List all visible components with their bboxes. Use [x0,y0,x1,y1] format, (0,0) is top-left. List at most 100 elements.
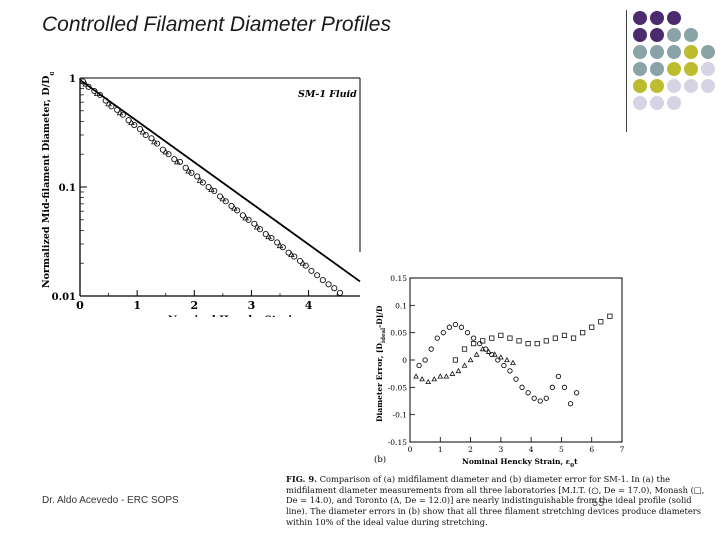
data-point [519,384,525,390]
y-tick-label: -0.1 [393,411,407,420]
title-divider-line [626,10,627,132]
data-point [108,103,115,110]
data-point [131,122,138,129]
data-point [279,244,286,251]
data-point [148,135,155,142]
data-point [443,373,450,379]
data-point [452,321,459,328]
data-point [96,91,104,98]
data-point [102,97,109,104]
data-point [485,348,492,354]
series-circle [416,321,580,407]
x-tick-label: 6 [589,445,594,454]
y-tick-label: 0.15 [390,274,407,283]
data-point [531,395,537,401]
data-point [452,357,459,363]
decorative-dot [684,45,698,59]
decorative-dot [667,62,681,76]
data-point [308,267,315,274]
data-point [85,83,92,90]
decorative-dot [650,45,664,59]
data-point [251,220,258,227]
data-point [552,335,558,341]
x-axis-label-subscript: 0 [570,463,574,469]
data-point [336,289,344,296]
decorative-dot [633,62,647,76]
data-point [549,384,555,390]
data-point [222,198,229,205]
data-point [173,158,181,165]
data-point [268,235,275,242]
chart-b: 0.150.10.050-0.05-0.1-0.150 1 2 3 4 5 6 7(b) Nom… [374,274,625,469]
data-point [431,376,438,382]
data-point [449,370,456,376]
panel-label: (b) [374,454,386,465]
x-axis-label-main: Nominal Hencky Strain, ε [462,457,571,466]
data-point [470,335,477,341]
y-axis-label-subscript: ideal [381,328,387,343]
y-tick-label: 0.05 [390,329,407,338]
data-point [176,158,184,165]
data-point [507,335,513,341]
data-point [491,351,498,357]
data-point [573,390,580,396]
caption-label: FIG. 9. [286,474,317,484]
ideal-profile-line [79,79,361,283]
data-point [570,335,577,341]
series-triangle [82,80,307,266]
data-point [567,401,574,407]
data-point [211,187,218,194]
data-point [507,368,513,374]
slide-title: Controlled Filament Diameter Profiles [42,13,391,36]
data-point [497,354,504,360]
data-point [116,109,124,116]
data-point [525,341,531,347]
data-point [319,277,326,284]
data-point [82,80,89,87]
data-point [265,233,272,240]
data-point [580,330,586,336]
y-axis-label-subscript: o [47,72,56,76]
x-tick-label: 7 [620,445,625,454]
decorative-dot [684,28,698,42]
data-point [598,319,604,325]
decorative-dot [701,45,715,59]
data-point [455,367,462,374]
data-point [477,340,483,347]
data-point [461,346,468,352]
y-tick-label: 0 [402,356,407,365]
decorative-dot-grid [633,11,715,110]
x-axis-label: Nominal Hencky Strai [168,315,292,317]
plot-frame [409,277,623,443]
decorative-dot [633,28,647,42]
decorative-dot [633,79,647,93]
decorative-dot [650,62,664,76]
data-point [182,164,189,171]
y-tick-label: 1 [69,74,76,85]
data-point [480,338,486,344]
x-tick-label: 3 [248,299,256,312]
x-tick-label: 4 [305,299,313,312]
decorative-dot [633,11,647,25]
data-point [561,332,568,339]
data-point [231,204,238,211]
data-point [489,335,495,341]
decorative-dot [667,45,681,59]
decorative-dot [650,28,664,42]
data-point [314,272,321,279]
data-point [498,332,504,339]
page-number: 55 [592,497,605,509]
series-square [452,313,613,363]
y-tick-label: -0.15 [388,438,407,447]
data-point [185,167,192,174]
data-point [607,313,613,319]
data-point [537,398,543,404]
decorative-dot [667,11,681,25]
data-point [196,176,204,183]
data-point [413,373,419,379]
y-axis-label-tail: -D]/D [375,305,384,328]
data-point [139,128,147,135]
data-point [162,148,169,155]
decorative-dot [701,62,715,76]
data-point [274,239,281,246]
